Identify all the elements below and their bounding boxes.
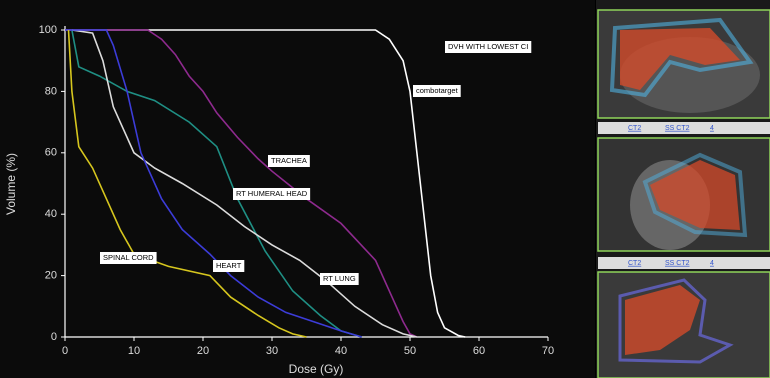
x-tick-label: 60	[473, 345, 485, 357]
curve-label-text: RT HUMERAL HEAD	[236, 189, 308, 198]
curve-label: TRACHEA	[268, 155, 310, 167]
toolbar-label[interactable]: SS CT2	[665, 260, 690, 267]
toolbar-label[interactable]: SS CT2	[665, 125, 690, 132]
x-axis-label: Dose (Gy)	[289, 362, 344, 376]
curve-label: combotarget	[413, 85, 461, 97]
curve-label-text: SPINAL CORD	[103, 253, 154, 262]
y-tick-label: 80	[45, 85, 57, 97]
y-tick-label: 20	[45, 270, 57, 282]
y-tick-label: 40	[45, 208, 57, 220]
toolbar-label[interactable]: 4	[710, 125, 714, 132]
x-tick-label: 20	[197, 345, 209, 357]
x-tick-label: 10	[128, 345, 140, 357]
y-tick-label: 100	[39, 24, 57, 36]
curve-label: HEART	[213, 260, 244, 272]
image-viewer: CT2 SS CT2 4 CT2 SS CT2 4	[596, 0, 770, 378]
curve-label: RT LUNG	[320, 273, 359, 285]
screen: 0 10 20 30 40 50 60 70 0 20 40 60 80 100 combotarget TR…	[0, 0, 770, 378]
curve-label-text: HEART	[216, 261, 242, 270]
curve-label-text: RT LUNG	[323, 274, 356, 283]
toolbar-label[interactable]: CT2	[628, 260, 641, 267]
x-tick-label: 40	[335, 345, 347, 357]
x-tick-label: 30	[266, 345, 278, 357]
x-tick-label: 0	[62, 345, 68, 357]
toolbar-label[interactable]: CT2	[628, 125, 641, 132]
curve-label: SPINAL CORD	[100, 252, 157, 264]
curve-label-text: TRACHEA	[271, 156, 307, 165]
annotation: DVH WITH LOWEST CI	[445, 41, 531, 53]
curve-label: RT HUMERAL HEAD	[233, 188, 310, 200]
annotation-text: DVH WITH LOWEST CI	[448, 42, 528, 51]
y-tick-label: 0	[51, 331, 57, 343]
y-tick-label: 60	[45, 147, 57, 159]
x-tick-label: 50	[404, 345, 416, 357]
y-axis-label: Volume (%)	[4, 153, 18, 215]
toolbar-label[interactable]: 4	[710, 260, 714, 267]
x-tick-label: 70	[542, 345, 554, 357]
curve-label-text: combotarget	[416, 86, 459, 95]
